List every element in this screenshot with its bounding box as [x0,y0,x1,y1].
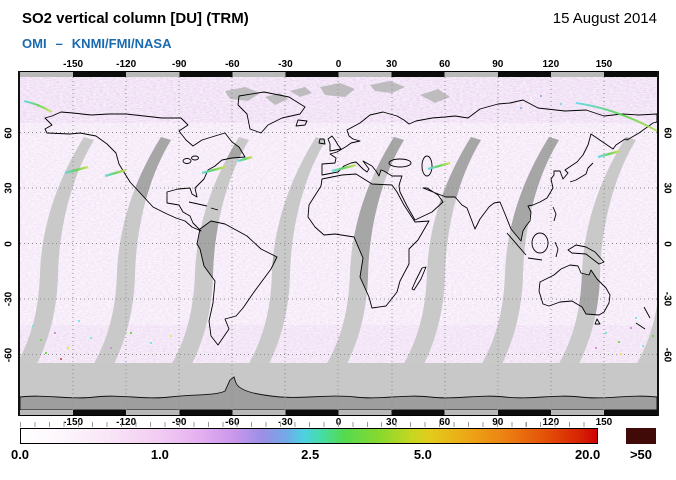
lat-tick-label: -60 [3,347,15,362]
colorbar-value-label: 1.0 [150,447,169,462]
lon-tick-label: 120 [542,59,560,70]
instrument-label: OMI [22,36,47,51]
data-source-label: OMI – KNMI/FMI/NASA [22,36,171,51]
lat-tick-label: -30 [3,291,15,307]
colorbar-segment-ticks [20,422,598,427]
lon-tick-label: 60 [439,59,451,70]
date-label: 15 August 2014 [552,10,657,27]
arctic-no-data-patches [225,81,450,105]
black-sea [388,158,412,168]
lon-tick-label: -120 [116,59,137,70]
lon-tick-label: 150 [595,59,613,70]
map-frame-bottom [20,410,657,416]
lat-tick-label: -30 [661,291,673,307]
lat-tick-label: 60 [661,126,673,139]
lat-tick-label: 30 [3,182,15,194]
lat-tick-label: 30 [661,182,673,194]
map-frame-left [18,71,20,416]
borneo [531,232,549,254]
lon-tick-label: -30 [278,59,293,70]
lat-tick-label: 0 [661,240,673,247]
colorbar-value-label: 0.0 [10,447,30,462]
caspian-sea [421,155,433,177]
page-title: SO2 vertical column [DU] (TRM) [22,10,249,27]
lon-tick-label: -60 [225,59,240,70]
coastlines [44,91,657,346]
lon-tick-label: 150 [595,417,613,428]
colorbar-value-label: 2.5 [301,447,320,462]
institutes-label: KNMI/FMI/NASA [71,36,172,51]
lon-tick-label: -90 [172,59,187,70]
great-lakes [182,158,192,164]
lat-tick-label: 0 [3,240,15,247]
lat-tick-label: -60 [661,347,673,362]
colorbar-value-label: 20.0 [574,447,601,462]
world-map [20,77,657,410]
map-frame-top [20,71,657,77]
lon-tick-label: 90 [492,59,504,70]
islands [188,119,651,330]
lon-tick-label: 0 [335,59,342,70]
colorbar-value-label: 5.0 [413,447,432,462]
lon-tick-label: 30 [386,59,398,70]
colorbar-overflow-label: >50 [629,447,653,462]
separator-dash: – [55,36,63,51]
colorbar-overflow-box [626,428,656,444]
noise-speckles [32,95,654,360]
map-frame-right [657,71,659,416]
row-anomaly-streaks [23,100,657,178]
lon-tick-label: -150 [63,59,84,70]
colorbar-gradient [20,428,598,444]
lat-tick-label: 60 [3,126,15,139]
